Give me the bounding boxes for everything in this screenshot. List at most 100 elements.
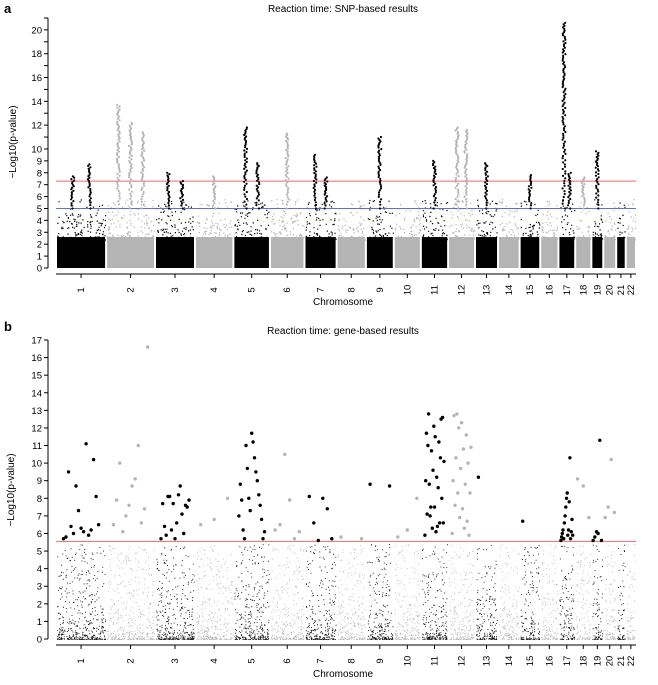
significant-gene-point: [559, 538, 563, 543]
snp-density-block: [421, 237, 448, 268]
significant-gene-point: [434, 530, 438, 534]
significant-gene-point: [199, 523, 203, 527]
significant-gene-point: [566, 528, 571, 532]
y-tick-label: 16: [31, 353, 42, 364]
significant-gene-point: [450, 531, 454, 536]
significant-gene-point: [66, 470, 71, 474]
snp-density-block: [541, 237, 558, 268]
significant-gene-point: [259, 517, 264, 522]
y-tick-label: 3: [37, 582, 42, 593]
snp-points: [604, 202, 617, 241]
panel-b-letter: b: [4, 319, 12, 334]
peak-tower: [128, 121, 134, 210]
significant-gene-point: [603, 515, 607, 520]
significant-gene-point: [566, 533, 570, 537]
panel-b-xlabel: Chromosome: [313, 669, 373, 680]
snp-density-block: [337, 237, 365, 268]
y-tick-label: 5: [37, 547, 42, 558]
significant-gene-point: [560, 531, 564, 536]
panel-a-letter: a: [4, 1, 12, 16]
significant-gene-point: [307, 494, 311, 499]
y-tick-label: 18: [31, 49, 42, 60]
snp-density-block: [234, 237, 269, 268]
significant-gene-point: [316, 538, 320, 543]
significant-gene-point: [565, 491, 569, 495]
significant-gene-point: [452, 413, 456, 418]
significant-gene-point: [456, 491, 460, 495]
significant-gene-point: [454, 456, 458, 460]
y-tick-label: 4: [37, 216, 42, 227]
x-tick-label: 22: [626, 285, 637, 296]
snp-points: [338, 200, 366, 241]
significant-gene-point: [61, 537, 66, 541]
significant-gene-point: [225, 496, 230, 500]
snp-points: [394, 200, 421, 241]
significant-gene-point: [283, 452, 287, 456]
x-tick-label: 4: [209, 287, 220, 292]
significant-gene-point: [459, 421, 464, 425]
peak-tower: [483, 162, 489, 210]
y-tick-label: 10: [31, 144, 42, 155]
significant-gene-point: [521, 519, 525, 523]
gene-points: [499, 544, 520, 640]
snp-density-block: [617, 237, 625, 268]
x-tick-label: 2: [126, 658, 137, 663]
peak-points: [165, 171, 171, 210]
snp-density-block: [107, 237, 154, 268]
panel-b-ylabel: −Log10(p-value): [6, 453, 17, 526]
significant-gene-point: [321, 496, 325, 500]
peak-tower: [561, 21, 567, 210]
significant-gene-point: [432, 424, 436, 428]
snp-points: [367, 199, 394, 241]
significant-gene-point: [74, 484, 78, 488]
significant-gene-point: [462, 526, 467, 530]
snp-points: [541, 200, 559, 241]
y-tick-label: 6: [37, 529, 42, 540]
peak-points: [323, 176, 329, 210]
significant-gene-point: [178, 484, 182, 488]
significant-gene-point: [441, 521, 445, 525]
significant-gene-point: [162, 524, 167, 529]
significant-gene-point: [258, 503, 262, 507]
peak-tower: [594, 150, 600, 210]
significant-gene-point: [564, 496, 569, 500]
snp-density-block: [604, 237, 616, 268]
significant-gene-point: [427, 482, 431, 486]
snp-density-block: [475, 237, 498, 268]
x-tick-label: 15: [525, 656, 536, 667]
x-tick-label: 21: [616, 656, 627, 667]
snp-points: [57, 199, 107, 241]
significant-gene-point: [64, 535, 68, 539]
significant-gene-point: [257, 493, 261, 497]
y-tick-label: 15: [31, 371, 42, 382]
snp-density-block: [559, 237, 575, 268]
snp-points: [520, 200, 541, 241]
peak-tower: [323, 176, 329, 210]
significant-gene-point: [254, 470, 258, 474]
significant-gene-point: [164, 533, 168, 537]
peak-points: [377, 135, 383, 210]
gene-points: [421, 544, 448, 640]
significant-gene-point: [127, 503, 131, 507]
significant-gene-point: [424, 431, 429, 435]
gene-points: [449, 545, 475, 640]
peak-tower: [211, 175, 217, 210]
gene-points: [270, 544, 305, 640]
snp-density-block: [366, 237, 393, 268]
snp-density-block: [592, 237, 603, 268]
gene-points: [337, 545, 366, 640]
significant-gene-point: [458, 466, 463, 471]
y-tick-label: 10: [31, 459, 42, 470]
significant-gene-point: [437, 521, 442, 525]
y-tick-label: 13: [31, 406, 42, 417]
significant-gene-point: [183, 503, 188, 507]
significant-gene-point: [606, 505, 610, 509]
x-tick-label: 1: [76, 658, 87, 663]
gene-points: [626, 544, 636, 640]
significant-gene-point: [405, 528, 409, 532]
significant-gene-point: [569, 530, 573, 534]
x-tick-label: 7: [316, 287, 327, 292]
significant-gene-point: [252, 456, 257, 460]
peak-tower: [463, 128, 469, 210]
